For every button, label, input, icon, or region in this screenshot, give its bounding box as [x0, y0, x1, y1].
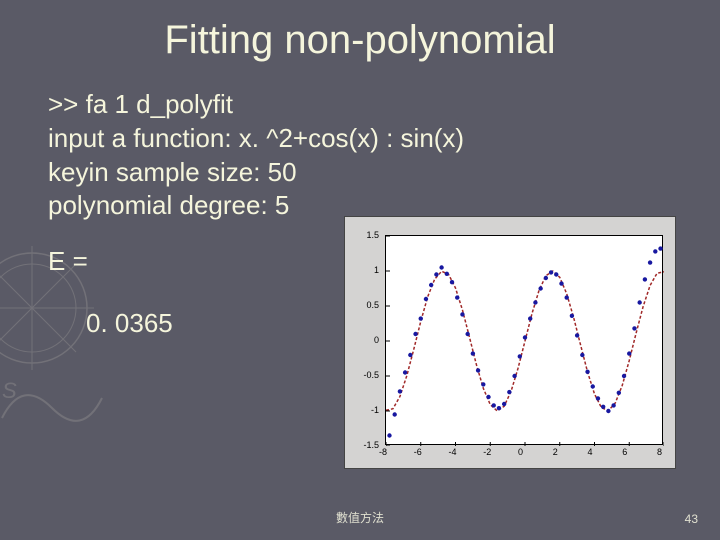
page-number: 43: [685, 512, 698, 526]
code-line-2: input a function: x. ^2+cos(x) : sin(x): [48, 122, 678, 156]
y-tick: 1.5: [366, 230, 379, 240]
x-tick: 6: [622, 447, 627, 457]
slide-title: Fitting non-polynomial: [0, 18, 720, 63]
y-tick: 0: [374, 335, 379, 345]
y-tick: -1: [371, 405, 379, 415]
y-tick: 1: [374, 265, 379, 275]
plot-area: [385, 235, 663, 445]
slide: S Fitting non-polynomial >> fa 1 d_polyf…: [0, 0, 720, 540]
code-line-1: >> fa 1 d_polyfit: [48, 88, 678, 122]
x-tick: 0: [518, 447, 523, 457]
plot-svg: [386, 236, 664, 446]
x-tick: -8: [379, 447, 387, 457]
y-tick: -1.5: [363, 440, 379, 450]
x-tick: 2: [553, 447, 558, 457]
footer-label: 數值方法: [0, 509, 720, 526]
x-tick: -6: [414, 447, 422, 457]
code-line-3: keyin sample size: 50: [48, 156, 678, 190]
svg-text:S: S: [2, 378, 17, 403]
x-tick: 4: [588, 447, 593, 457]
x-tick: -2: [483, 447, 491, 457]
x-tick: 8: [657, 447, 662, 457]
chart-panel: -8 -6 -4 -2 0 2 4 6 8 -1.5 -1 -0.5 0 0.5 1 1.5: [344, 216, 676, 469]
y-tick: -0.5: [363, 370, 379, 380]
y-tick: 0.5: [366, 300, 379, 310]
x-tick: -4: [449, 447, 457, 457]
